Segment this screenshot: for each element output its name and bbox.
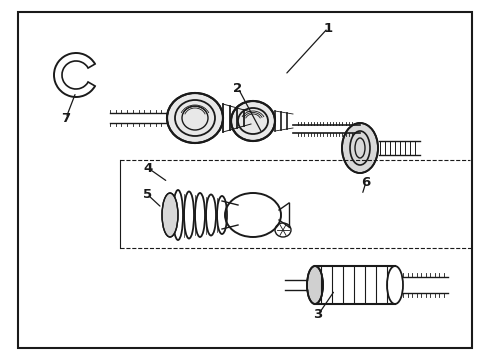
Ellipse shape (231, 101, 275, 141)
Ellipse shape (342, 123, 378, 173)
Ellipse shape (167, 93, 223, 143)
Text: 3: 3 (314, 309, 322, 321)
Ellipse shape (307, 266, 323, 304)
Text: 5: 5 (144, 189, 152, 202)
Text: 1: 1 (323, 22, 333, 35)
Text: 6: 6 (362, 175, 370, 189)
Text: 2: 2 (233, 81, 243, 94)
Text: 4: 4 (144, 162, 152, 175)
Text: 7: 7 (61, 112, 71, 125)
Ellipse shape (162, 193, 178, 237)
